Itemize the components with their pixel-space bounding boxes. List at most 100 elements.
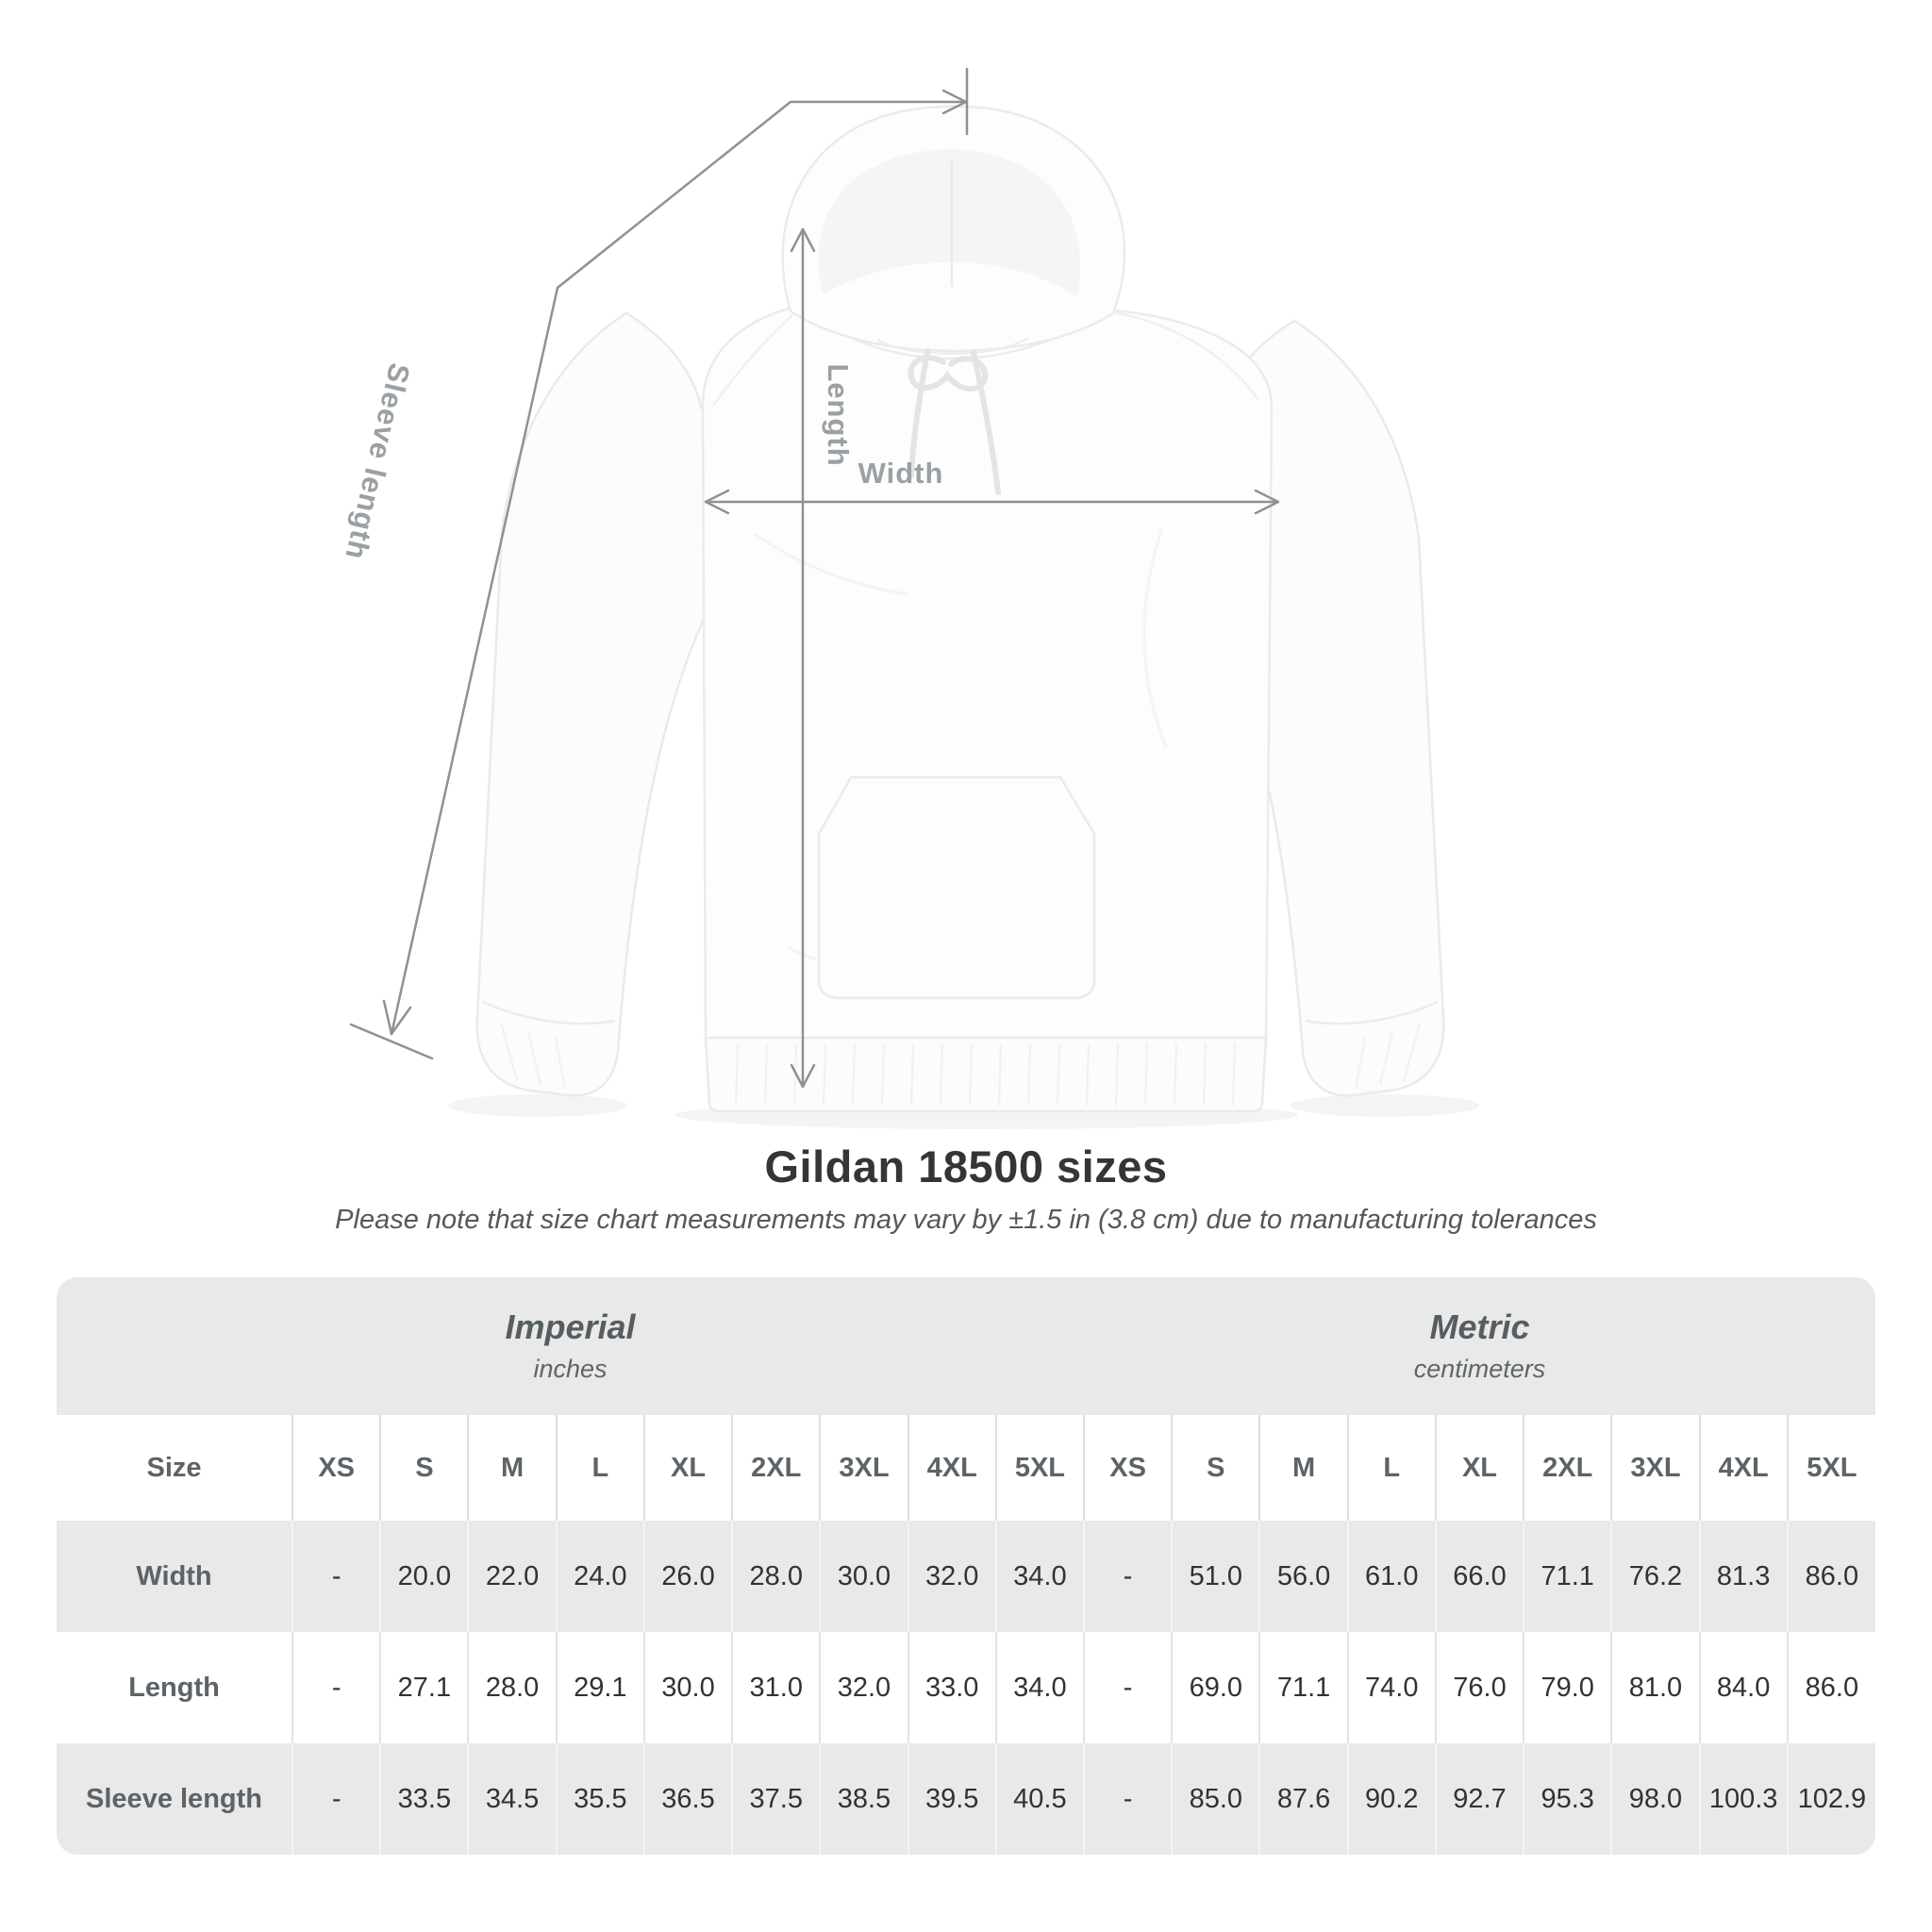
- size-col-header: 4XL: [907, 1415, 996, 1521]
- measurement-cell: 33.0: [907, 1632, 996, 1743]
- measurement-cell: 69.0: [1171, 1632, 1260, 1743]
- hoodie-shoulder-seams: [711, 308, 1260, 407]
- size-corner-header: Size: [57, 1415, 293, 1521]
- measurement-cell: 79.0: [1523, 1632, 1612, 1743]
- measurement-cell: 29.1: [555, 1632, 644, 1743]
- measurement-cell: 22.0: [467, 1521, 557, 1632]
- sleeve-length-line: [390, 100, 966, 1036]
- size-col-header: S: [1171, 1415, 1260, 1521]
- measurement-cell: 90.2: [1346, 1743, 1436, 1855]
- measurement-cell: 74.0: [1346, 1632, 1436, 1743]
- measurement-cell: 30.0: [819, 1521, 908, 1632]
- measurement-cell: 86.0: [1786, 1521, 1875, 1632]
- size-col-header: 2XL: [731, 1415, 821, 1521]
- sleeve-length-end-tick: [349, 1023, 434, 1060]
- size-table: Imperial inches Metric centimeters Size …: [57, 1277, 1875, 1855]
- measurement-cell: 20.0: [379, 1521, 469, 1632]
- size-col-header: L: [1346, 1415, 1436, 1521]
- hoodie-left-cuff-seam: [482, 1000, 616, 1025]
- measurement-cell: 100.3: [1698, 1743, 1788, 1855]
- hoodie-cuff-ribs: [499, 1022, 1422, 1090]
- section-header-metric: Metric centimeters: [1084, 1277, 1875, 1415]
- measurement-cell: 24.0: [555, 1521, 644, 1632]
- metric-unit: centimeters: [1413, 1355, 1546, 1383]
- measurement-cell: 34.0: [994, 1521, 1085, 1632]
- measurement-cell: 86.0: [1786, 1632, 1875, 1743]
- tolerance-note: Please note that size chart measurements…: [335, 1205, 1597, 1235]
- table-row-sleeve-length: Sleeve length - 33.5 34.5 35.5 36.5 37.5…: [57, 1743, 1875, 1855]
- size-col-header: XS: [291, 1415, 381, 1521]
- measurement-cell: 39.5: [907, 1743, 996, 1855]
- measurement-cell: 61.0: [1346, 1521, 1436, 1632]
- measurement-cell: 76.2: [1610, 1521, 1700, 1632]
- page-title: Gildan 18500 sizes: [764, 1141, 1168, 1191]
- hoodie-hem-band: [704, 1036, 1268, 1113]
- measurement-cell: 34.0: [994, 1632, 1085, 1743]
- caption-block: Gildan 18500 sizes Please note that size…: [0, 1141, 1932, 1236]
- measurement-cell: 30.0: [642, 1632, 733, 1743]
- size-col-header: M: [467, 1415, 557, 1521]
- imperial-unit: inches: [533, 1355, 608, 1383]
- measurement-cell: -: [291, 1743, 381, 1855]
- width-label: Width: [858, 457, 944, 490]
- hoodie-illustration: [475, 105, 1445, 1113]
- size-header-row: Size XS S M L XL 2XL 3XL 4XL 5XL XS S M …: [57, 1415, 1875, 1521]
- size-col-header: 3XL: [1610, 1415, 1700, 1521]
- measurement-cell: 51.0: [1171, 1521, 1260, 1632]
- width-right-arrowhead: [1254, 489, 1280, 515]
- metric-label: Metric: [1429, 1307, 1530, 1346]
- length-label: Length: [822, 363, 855, 466]
- measurement-cell: 92.7: [1434, 1743, 1524, 1855]
- size-col-header: S: [379, 1415, 469, 1521]
- length-top-arrowhead: [790, 227, 816, 253]
- size-col-header: 4XL: [1698, 1415, 1788, 1521]
- length-bottom-arrowhead: [790, 1063, 816, 1089]
- size-col-header: XS: [1083, 1415, 1173, 1521]
- measurement-cell: 31.0: [731, 1632, 821, 1743]
- row-label: Sleeve length: [57, 1743, 293, 1855]
- size-col-header: 5XL: [1786, 1415, 1875, 1521]
- measurement-cell: 33.5: [379, 1743, 469, 1855]
- measurement-cell: 81.0: [1610, 1632, 1700, 1743]
- size-col-header: XL: [642, 1415, 733, 1521]
- sleeve-length-end-arrowhead: [382, 999, 412, 1036]
- measurement-cell: 40.5: [994, 1743, 1085, 1855]
- measurement-cell: 84.0: [1698, 1632, 1788, 1743]
- size-col-header: 2XL: [1523, 1415, 1612, 1521]
- measurement-cell: 34.5: [467, 1743, 557, 1855]
- measurement-cell: 32.0: [819, 1632, 908, 1743]
- measurement-cell: 37.5: [731, 1743, 821, 1855]
- measurement-cell: 38.5: [819, 1743, 908, 1855]
- measurement-cell: -: [291, 1632, 381, 1743]
- hoodie-right-cuff-seam: [1305, 1000, 1439, 1025]
- hoodie-hood-lining: [818, 149, 1081, 296]
- measurement-cell: 28.0: [731, 1521, 821, 1632]
- hoodie-drawstrings: [908, 348, 1001, 495]
- measurement-cell: 35.5: [555, 1743, 644, 1855]
- measurement-cell: 95.3: [1523, 1743, 1612, 1855]
- size-col-header: 5XL: [994, 1415, 1085, 1521]
- size-col-header: XL: [1434, 1415, 1524, 1521]
- size-col-header: L: [555, 1415, 644, 1521]
- row-label: Width: [57, 1521, 293, 1632]
- measurement-cell: 32.0: [907, 1521, 996, 1632]
- measurement-cell: 81.3: [1698, 1521, 1788, 1632]
- measurement-cell: 71.1: [1258, 1632, 1348, 1743]
- measurement-cell: 27.1: [379, 1632, 469, 1743]
- hoodie-pocket: [817, 775, 1096, 1000]
- width-left-arrowhead: [704, 489, 730, 515]
- measurement-cell: 28.0: [467, 1632, 557, 1743]
- table-row-length: Length - 27.1 28.0 29.1 30.0 31.0 32.0 3…: [57, 1632, 1875, 1743]
- measurement-cell: 36.5: [642, 1743, 733, 1855]
- measurement-cell: 71.1: [1523, 1521, 1612, 1632]
- measurement-cell: 66.0: [1434, 1521, 1524, 1632]
- table-row-width: Width - 20.0 22.0 24.0 26.0 28.0 30.0 32…: [57, 1521, 1875, 1632]
- measurement-cell: -: [1083, 1743, 1173, 1855]
- measurement-cell: 56.0: [1258, 1521, 1348, 1632]
- row-label: Length: [57, 1632, 293, 1743]
- dimension-lines: [349, 67, 1280, 1089]
- imperial-label: Imperial: [505, 1307, 636, 1346]
- measurement-cell: -: [1083, 1632, 1173, 1743]
- size-col-header: M: [1258, 1415, 1348, 1521]
- measurement-cell: 98.0: [1610, 1743, 1700, 1855]
